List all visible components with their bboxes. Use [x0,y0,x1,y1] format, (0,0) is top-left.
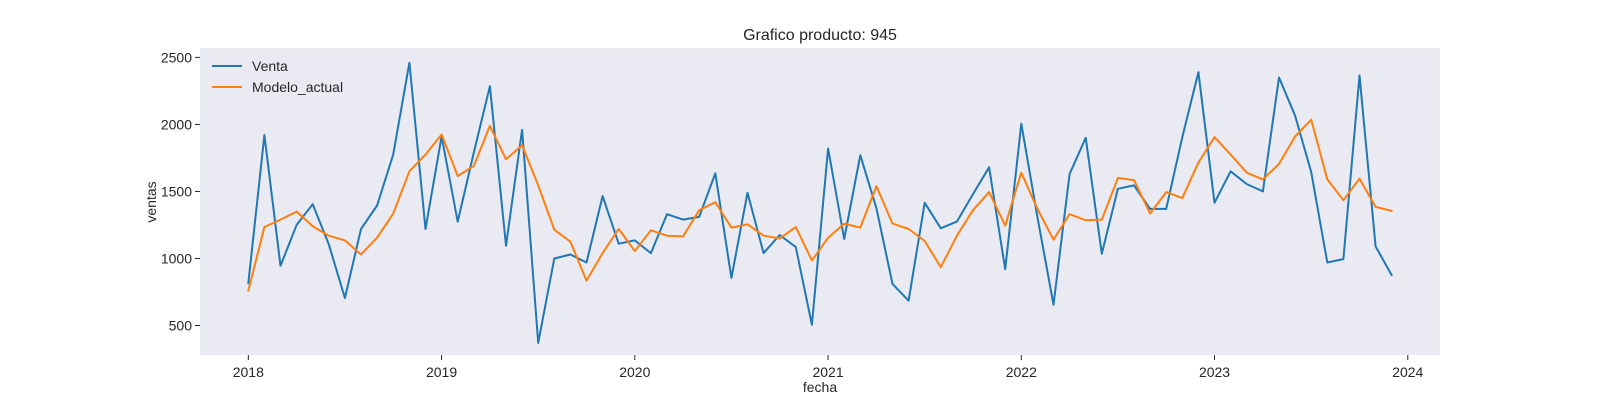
plot-area-background [200,48,1440,355]
y-tick-label: 1000 [161,250,192,266]
y-tick-label: 2500 [161,49,192,65]
x-tick-label: 2019 [426,364,457,380]
legend-label: Venta [252,58,288,74]
series-line-modelo-actual [247,118,1393,292]
y-axis-ticks: 500 1000 1500 2000 2500 [161,49,200,334]
x-tick-label: 2023 [1199,364,1230,380]
y-axis-label: ventas [143,181,159,222]
y-tick-label: 1500 [161,183,192,199]
legend-label: Modelo_actual [252,79,343,95]
x-tick-label: 2021 [812,364,843,380]
y-tick-label: 500 [169,318,193,334]
x-tick-label: 2024 [1392,364,1423,380]
x-tick-label: 2020 [619,364,650,380]
x-axis-ticks: 2018 2019 2020 2021 2022 2023 2024 [233,355,1424,380]
chart-title: Grafico producto: 945 [743,27,897,44]
series-line-venta [247,61,1393,344]
x-axis-label: fecha [803,379,837,395]
x-tick-label: 2018 [233,364,264,380]
chart-legend: Venta Modelo_actual [212,58,343,95]
x-tick-label: 2022 [1006,364,1037,380]
series-lines [247,61,1393,344]
y-tick-label: 2000 [161,116,192,132]
